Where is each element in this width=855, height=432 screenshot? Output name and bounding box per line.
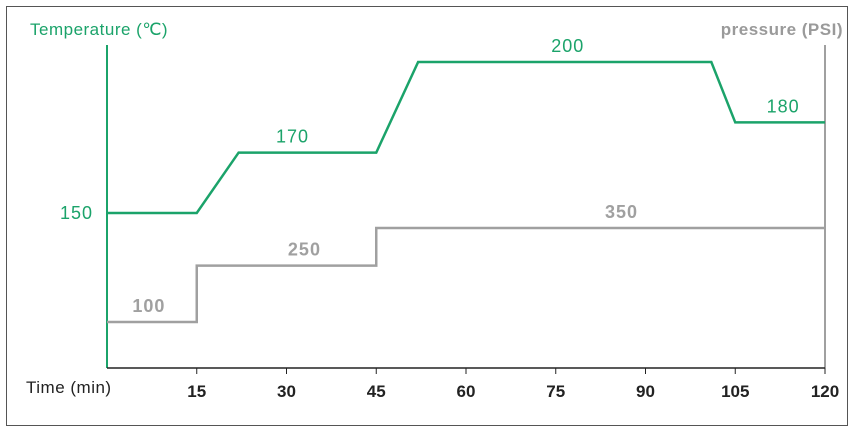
- x-tick-label: 90: [636, 382, 655, 401]
- y-axis-right-label: pressure (PSI): [720, 20, 843, 39]
- chart-frame: [6, 6, 848, 426]
- x-tick-label: 75: [546, 382, 565, 401]
- temperature-label-150: 150: [60, 203, 93, 223]
- temperature-line: [107, 60, 825, 215]
- x-axis-label: Time (min): [26, 378, 112, 397]
- pressure-label-350: 350: [605, 202, 638, 222]
- x-tick-label: 105: [721, 382, 749, 401]
- temperature-label-180: 180: [767, 96, 800, 116]
- pressure-line: [107, 226, 825, 324]
- temperature-label-200: 200: [551, 36, 584, 56]
- pressure-label-250: 250: [288, 240, 321, 260]
- temperature-label-170: 170: [276, 127, 309, 147]
- x-tick-label: 30: [277, 382, 296, 401]
- x-tick-label: 60: [457, 382, 476, 401]
- y-axis-left-label: Temperature (℃): [30, 20, 169, 39]
- x-tick-label: 15: [187, 382, 206, 401]
- x-tick-label: 45: [367, 382, 386, 401]
- x-tick-label: 120: [811, 382, 839, 401]
- pressure-label-100: 100: [132, 296, 165, 316]
